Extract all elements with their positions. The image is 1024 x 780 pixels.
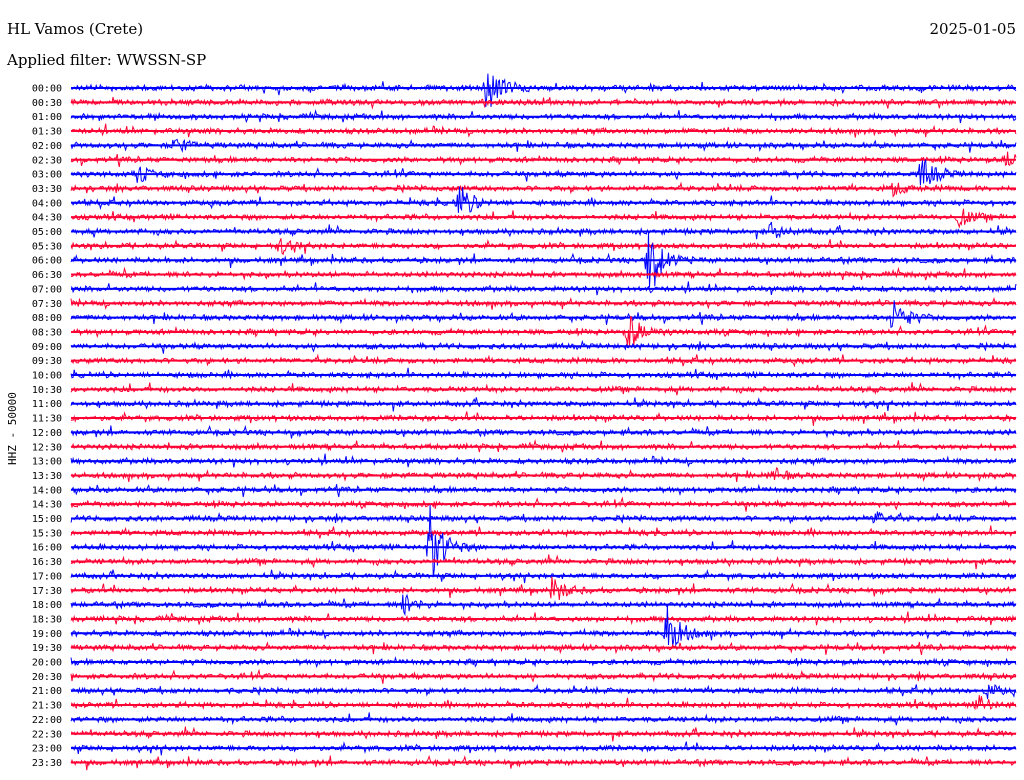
trace-time-label: 00:30 bbox=[32, 98, 62, 109]
seismic-trace bbox=[70, 683, 1017, 700]
trace-time-label: 14:30 bbox=[32, 500, 62, 511]
seismic-trace bbox=[70, 741, 1017, 756]
trace-time-label: 05:00 bbox=[32, 227, 62, 238]
trace-time-label: 20:30 bbox=[32, 672, 62, 683]
filter-label: Applied filter: WWSSN-SP bbox=[7, 51, 207, 69]
trace-time-label: 21:00 bbox=[32, 686, 62, 697]
trace-time-label: 09:30 bbox=[32, 356, 62, 367]
trace-time-label: 14:00 bbox=[32, 485, 62, 496]
trace-time-label: 15:30 bbox=[32, 528, 62, 539]
trace-time-label: 03:30 bbox=[32, 184, 62, 195]
trace-time-label: 09:00 bbox=[32, 342, 62, 353]
seismic-trace bbox=[70, 695, 1017, 711]
trace-time-label: 11:30 bbox=[32, 414, 62, 425]
trace-time-label: 22:00 bbox=[32, 715, 62, 726]
trace-time-label: 12:00 bbox=[32, 428, 62, 439]
trace-time-label: 16:00 bbox=[32, 543, 62, 554]
trace-time-label: 00:00 bbox=[32, 84, 62, 95]
trace-time-label: 07:00 bbox=[32, 284, 62, 295]
trace-time-label: 02:30 bbox=[32, 155, 62, 166]
trace-time-label: 13:30 bbox=[32, 471, 62, 482]
trace-time-label: 13:00 bbox=[32, 457, 62, 468]
trace-time-label: 06:00 bbox=[32, 256, 62, 267]
trace-time-label: 05:30 bbox=[32, 241, 62, 252]
trace-time-label: 15:00 bbox=[32, 514, 62, 525]
seismic-trace bbox=[70, 181, 1017, 198]
seismic-trace bbox=[70, 576, 1017, 601]
seismic-trace bbox=[70, 554, 1017, 570]
trace-time-label: 08:30 bbox=[32, 327, 62, 338]
trace-time-label: 23:30 bbox=[32, 758, 62, 769]
trace-time-label: 04:00 bbox=[32, 198, 62, 209]
trace-time-label: 21:30 bbox=[32, 701, 62, 712]
seismic-trace bbox=[70, 159, 1017, 186]
trace-time-label: 18:00 bbox=[32, 600, 62, 611]
date-label: 2025-01-05 bbox=[929, 20, 1016, 38]
trace-time-label: 12:30 bbox=[32, 442, 62, 453]
station-title: HL Vamos (Crete) bbox=[7, 20, 144, 38]
trace-time-label: 02:00 bbox=[32, 141, 62, 152]
seismic-trace bbox=[70, 186, 1017, 213]
seismic-trace bbox=[70, 439, 1017, 453]
trace-time-label: 23:00 bbox=[32, 744, 62, 755]
trace-time-label: 20:00 bbox=[32, 658, 62, 669]
trace-time-label: 08:00 bbox=[32, 313, 62, 324]
trace-time-label: 16:30 bbox=[32, 557, 62, 568]
seismic-trace bbox=[70, 339, 1017, 354]
seismic-trace bbox=[70, 511, 1017, 525]
seismic-trace bbox=[70, 73, 1017, 108]
trace-time-label: 11:00 bbox=[32, 399, 62, 410]
trace-time-label: 03:00 bbox=[32, 170, 62, 181]
trace-time-label: 10:30 bbox=[32, 385, 62, 396]
seismic-trace bbox=[70, 604, 1017, 647]
trace-time-label: 19:00 bbox=[32, 629, 62, 640]
trace-time-label: 22:30 bbox=[32, 729, 62, 740]
trace-time-label: 10:00 bbox=[32, 371, 62, 382]
trace-time-label: 18:30 bbox=[32, 614, 62, 625]
trace-time-label: 19:30 bbox=[32, 643, 62, 654]
trace-time-label: 01:00 bbox=[32, 112, 62, 123]
trace-time-label: 17:00 bbox=[32, 571, 62, 582]
seismic-trace bbox=[70, 505, 1017, 578]
seismic-trace bbox=[70, 367, 1017, 381]
trace-time-label: 01:30 bbox=[32, 127, 62, 138]
trace-time-label: 07:30 bbox=[32, 299, 62, 310]
seismic-trace bbox=[70, 238, 1017, 256]
seismic-trace bbox=[70, 726, 1017, 742]
trace-time-label: 06:30 bbox=[32, 270, 62, 281]
trace-time-label: 04:30 bbox=[32, 213, 62, 224]
trace-time-label: 17:30 bbox=[32, 586, 62, 597]
